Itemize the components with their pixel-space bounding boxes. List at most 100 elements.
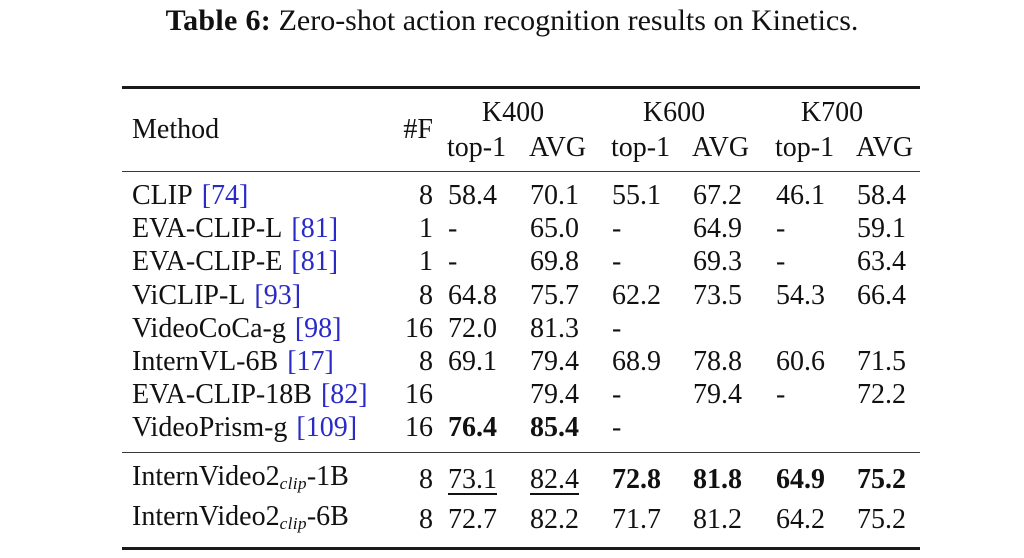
value-cell: 79.4 bbox=[530, 346, 579, 378]
value-cell bbox=[847, 411, 920, 452]
value-cell: 75.2 bbox=[857, 504, 907, 536]
method-name: EVA-CLIP-L bbox=[132, 213, 283, 245]
table-row: EVA-CLIP-18B [82] 16 79.4-79.4-72.2 bbox=[122, 378, 920, 411]
value-cell bbox=[683, 411, 766, 452]
value-cell: - bbox=[612, 412, 622, 444]
header-k700-top1: top-1 bbox=[775, 132, 835, 163]
value-cell bbox=[766, 411, 847, 452]
method-name-tail: -1B bbox=[306, 460, 349, 492]
value-cell: 72.8 bbox=[612, 464, 662, 496]
header-group-k700: K700 bbox=[800, 97, 864, 128]
frames-cell: 8 bbox=[419, 279, 433, 311]
value-cell: 69.3 bbox=[693, 246, 743, 278]
value-cell: 65.0 bbox=[530, 213, 579, 245]
method-name: CLIP bbox=[132, 180, 193, 211]
method-name: InternVideo2 bbox=[132, 500, 280, 532]
value-cell: - bbox=[612, 312, 622, 344]
value-cell: 55.1 bbox=[612, 180, 662, 211]
results-table: Method #F K400 K600 K700 top-1 AVG top-1… bbox=[122, 86, 921, 550]
table-caption: Table 6: Zero-shot action recognition re… bbox=[0, 4, 1024, 38]
citation-link[interactable]: [74] bbox=[201, 180, 249, 211]
value-cell: 62.2 bbox=[612, 279, 662, 311]
header-k600-top1: top-1 bbox=[611, 132, 671, 163]
value-cell: - bbox=[776, 246, 786, 278]
table-row: EVA-CLIP-L [81] 1-65.0-64.9-59.1 bbox=[122, 212, 920, 245]
header-k700-avg: AVG bbox=[856, 132, 914, 163]
value-cell: - bbox=[776, 213, 786, 245]
table-row: VideoCoCa-g [98] 16 72.0 81.3- bbox=[122, 312, 920, 345]
value-cell: 76.4 bbox=[448, 412, 497, 444]
value-cell: - bbox=[776, 379, 786, 411]
value-cell: - bbox=[612, 379, 622, 411]
value-cell: 72.2 bbox=[857, 379, 907, 411]
method-name: EVA-CLIP-E bbox=[132, 246, 283, 278]
method-cell: CLIP [74] bbox=[122, 172, 398, 213]
table-row: InternVideo2clip-1B 8 73.1 82.4 72.8 81.8 64.9… bbox=[122, 452, 920, 500]
frames-cell: 8 bbox=[419, 504, 433, 536]
value-cell: 71.7 bbox=[612, 504, 662, 536]
value-cell: - bbox=[612, 246, 622, 278]
frames-cell: 1 bbox=[419, 246, 433, 278]
method-name: InternVideo2 bbox=[132, 460, 280, 492]
value-cell: 69.1 bbox=[448, 346, 497, 378]
table-row: VideoPrism-g [109] 16 76.4 85.4- bbox=[122, 411, 920, 452]
citation-link[interactable]: [98] bbox=[294, 312, 342, 344]
value-cell: 82.2 bbox=[530, 504, 579, 536]
value-cell: - bbox=[612, 213, 622, 245]
citation-link[interactable]: [93] bbox=[254, 279, 302, 311]
citation-link[interactable]: [81] bbox=[291, 246, 339, 278]
value-cell: 75.7 bbox=[530, 279, 579, 311]
method-cell: InternVL-6B [17] bbox=[122, 345, 398, 378]
value-cell: 82.4 bbox=[530, 464, 579, 496]
value-cell: 63.4 bbox=[857, 246, 907, 278]
table-row: InternVL-6B [17] 8 69.1 79.4 68.9 78.8 60.6 71.5 bbox=[122, 345, 920, 378]
value-cell: 68.9 bbox=[612, 346, 662, 378]
header-frames: #F bbox=[403, 114, 433, 145]
frames-cell: 8 bbox=[419, 180, 433, 211]
value-cell: 60.6 bbox=[776, 346, 826, 378]
value-cell: 79.4 bbox=[530, 379, 579, 411]
citation-link[interactable]: [109] bbox=[296, 412, 358, 444]
citation-link[interactable]: [17] bbox=[287, 346, 334, 378]
value-cell: 79.4 bbox=[693, 379, 743, 411]
header-k600-avg: AVG bbox=[692, 132, 750, 163]
value-cell: 64.2 bbox=[776, 504, 826, 536]
value-cell: 64.8 bbox=[448, 279, 497, 311]
value-cell: 54.3 bbox=[776, 279, 826, 311]
value-cell: 73.5 bbox=[693, 279, 743, 311]
method-cell: EVA-CLIP-L [81] bbox=[122, 212, 398, 245]
table-row: EVA-CLIP-E [81] 1-69.8-69.3-63.4 bbox=[122, 245, 920, 278]
value-cell: 73.1 bbox=[448, 464, 497, 496]
value-cell: - bbox=[448, 246, 458, 278]
method-name: InternVL-6B bbox=[132, 346, 279, 378]
header-group-k400: K400 bbox=[481, 97, 545, 128]
method-cell: InternVideo2clip-1B bbox=[122, 452, 398, 500]
method-name: VideoPrism-g bbox=[132, 412, 288, 444]
value-cell bbox=[438, 378, 520, 411]
table-caption-text: Zero-shot action recognition results on … bbox=[271, 4, 859, 37]
value-cell: 71.5 bbox=[857, 346, 907, 378]
baselines-section: CLIP [74] 8 58.4 70.1 55.1 67.2 46.1 58.4 EVA-CLI… bbox=[122, 171, 921, 453]
value-cell: 72.7 bbox=[448, 504, 497, 536]
header-k400-top1: top-1 bbox=[447, 132, 507, 163]
internvideo2-section: InternVideo2clip-1B 8 73.1 82.4 72.8 81.8 64.9… bbox=[122, 452, 921, 548]
value-cell: 64.9 bbox=[776, 464, 826, 496]
table-caption-label: Table 6: bbox=[165, 4, 272, 37]
header-k400-avg: AVG bbox=[529, 132, 587, 163]
table-row: CLIP [74] 8 58.4 70.1 55.1 67.2 46.1 58.4 bbox=[122, 172, 920, 213]
citation-link[interactable]: [82] bbox=[320, 379, 368, 411]
value-cell: 66.4 bbox=[857, 279, 907, 311]
value-cell bbox=[847, 312, 920, 345]
method-subscript: clip bbox=[279, 473, 307, 493]
value-cell: 81.8 bbox=[693, 464, 743, 496]
value-cell: 58.4 bbox=[857, 180, 907, 211]
value-cell: - bbox=[448, 213, 458, 245]
value-cell bbox=[766, 312, 847, 345]
method-cell: EVA-CLIP-18B [82] bbox=[122, 378, 398, 411]
method-cell: ViCLIP-L [93] bbox=[122, 279, 398, 312]
header-method: Method bbox=[132, 114, 220, 145]
value-cell: 85.4 bbox=[530, 412, 579, 444]
citation-link[interactable]: [81] bbox=[291, 213, 339, 245]
method-name: ViCLIP-L bbox=[132, 279, 246, 311]
value-cell: 78.8 bbox=[693, 346, 743, 378]
